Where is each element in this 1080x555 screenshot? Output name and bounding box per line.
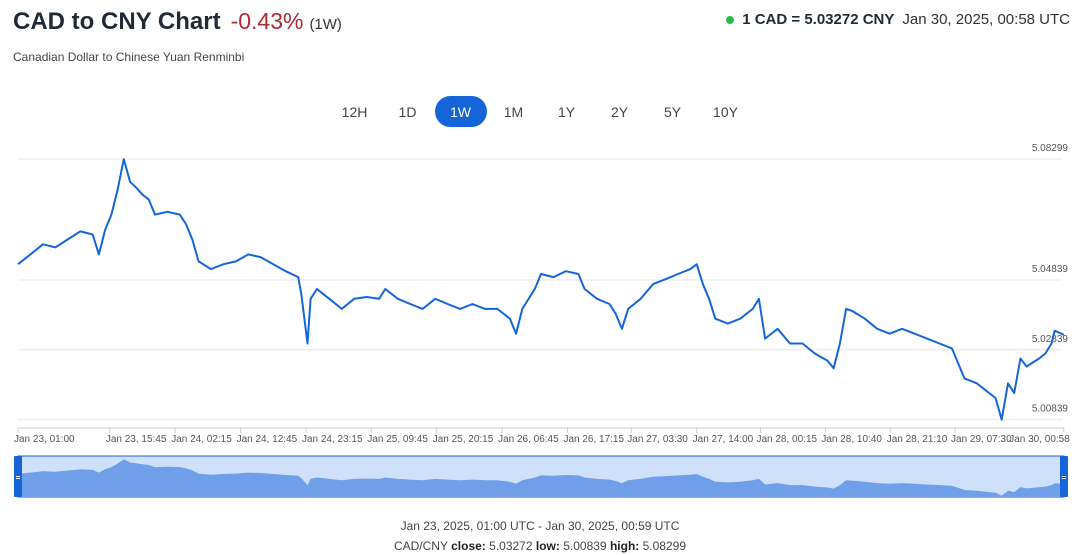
change: -0.43% — [230, 8, 304, 34]
range-buttons: 12H 1D 1W 1M 1Y 2Y 5Y 10Y — [0, 96, 1080, 127]
y-tick-label: 5.00839 — [1032, 404, 1069, 415]
range-button[interactable]: 10Y — [700, 96, 752, 127]
x-tick-label: Jan 27, 03:30 — [627, 434, 688, 445]
range-button[interactable]: 2Y — [594, 96, 646, 127]
stat-label: low: — [535, 539, 560, 553]
stat-value: 5.00839 — [563, 539, 607, 553]
range-button[interactable]: 1D — [382, 96, 434, 127]
stat-label: close: — [451, 539, 486, 553]
x-tick-label: Jan 23, 15:45 — [106, 434, 167, 445]
x-tick-label: Jan 24, 02:15 — [171, 434, 232, 445]
pair: CAD/CNY — [393, 539, 448, 553]
y-tick-label: 5.04839 — [1032, 264, 1069, 275]
live-dot — [726, 15, 735, 24]
y-tick-label: 5.02839 — [1032, 334, 1069, 345]
footer-range: Jan 23, 2025, 01:00 UTC - Jan 30, 2025, … — [400, 519, 680, 533]
x-tick-label: Jan 29, 07:30 — [951, 434, 1012, 445]
x-tick-label: Jan 25, 20:15 — [433, 434, 494, 445]
x-tick-label: Jan 28, 10:40 — [821, 434, 882, 445]
subtitle: Canadian Dollar to Chinese Yuan Renminbi — [13, 50, 245, 64]
period: (1W) — [309, 16, 342, 33]
x-tick-label: Jan 27, 14:00 — [693, 434, 754, 445]
x-tick-label: Jan 24, 23:15 — [302, 434, 363, 445]
price-line — [17, 158, 1065, 421]
stat-value: 5.03272 — [489, 539, 533, 553]
chart: 5.00839 5.02839 5.04839 5.08299 Jan 23, 01:0… — [14, 143, 1070, 498]
x-tick-label: Jan 25, 09:45 — [367, 434, 428, 445]
footer-stats: CAD/CNY close: 5.03272 low: 5.00839 high… — [0, 539, 1080, 553]
rate: 1 CAD = 5.03272 CNY — [742, 11, 895, 28]
navigator-area — [18, 459, 1064, 497]
range-button[interactable]: 5Y — [647, 96, 699, 127]
x-tick-label: Jan 28, 21:10 — [887, 434, 948, 445]
y-tick-label: 5.08299 — [1032, 143, 1069, 154]
stat-label: high: — [609, 539, 640, 553]
x-tick-label: Jan 26, 06:45 — [498, 434, 559, 445]
x-tick-label: Jan 23, 01:00 — [14, 434, 75, 445]
range-button[interactable]: 1W — [434, 96, 487, 127]
x-tick-label: Jan 24, 12:45 — [237, 434, 298, 445]
timestamp: Jan 30, 2025, 00:58 UTC — [902, 11, 1070, 28]
range-button[interactable]: 12H — [329, 96, 381, 127]
chart-title: CAD to CNY Chart — [13, 8, 221, 35]
quote: 1 CAD = 5.03272 CNY Jan 30, 2025, 00:58 … — [726, 11, 1070, 28]
x-tick-label: Jan 28, 00:15 — [756, 434, 817, 445]
stat-value: 5.08299 — [642, 539, 687, 553]
title-row: CAD to CNY Chart -0.43% (1W) — [13, 8, 342, 36]
x-tick-label: Jan 26, 17:15 — [563, 434, 624, 445]
range-button[interactable]: 1Y — [541, 96, 593, 127]
range-button[interactable]: 1M — [488, 96, 540, 127]
x-tick-label: Jan 30, 00:58 — [1009, 434, 1070, 445]
